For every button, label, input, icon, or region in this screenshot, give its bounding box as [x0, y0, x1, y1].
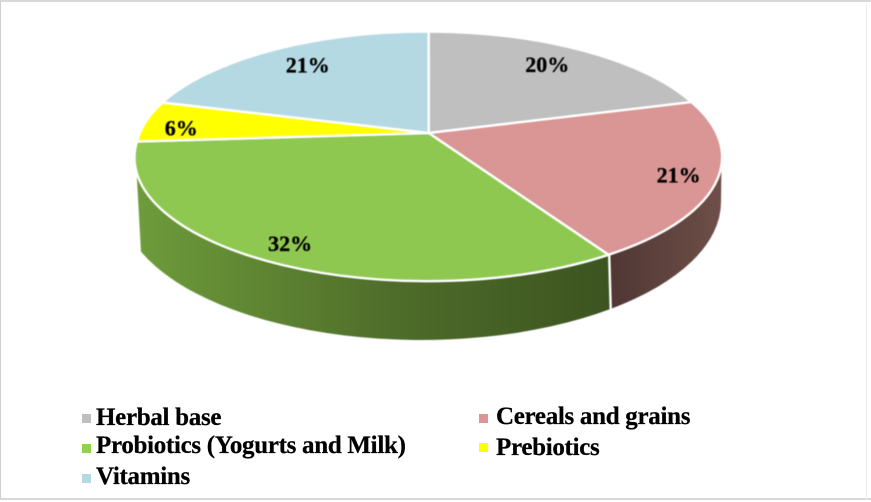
svg-text:6%: 6% [165, 116, 198, 141]
svg-text:32%: 32% [268, 231, 312, 256]
svg-text:21%: 21% [286, 52, 330, 77]
svg-text:21%: 21% [657, 163, 701, 188]
svg-text:20%: 20% [525, 52, 569, 77]
